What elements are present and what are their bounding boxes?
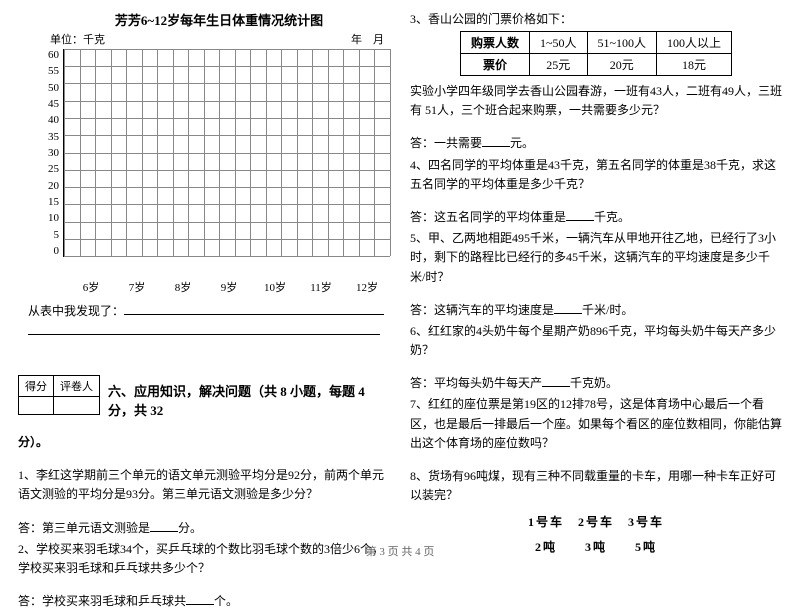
score-table: 得分评卷人	[18, 375, 100, 415]
found-label: 从表中我发现了：	[28, 304, 124, 318]
car-labels: 1号车 2号车 3号车	[410, 513, 782, 530]
answer-5: 答：这辆汽车的平均速度是千米/时。	[410, 301, 782, 320]
question-8: 8、货场有96吨煤，现有三种不同载重量的卡车，用哪一种卡车正好可以装完？	[410, 467, 782, 505]
section-title: 六、应用知识，解决问题（共 8 小题，每题 4 分，共 32	[108, 375, 390, 419]
chart-xaxis: 6岁7岁8岁9岁10岁11岁12岁	[68, 279, 390, 295]
answer-3: 答：一共需要元。	[410, 134, 782, 153]
reviewer-col: 评卷人	[54, 376, 100, 397]
answer-6: 答：平均每头奶牛每天产千克奶。	[410, 374, 782, 393]
answer-4: 答：这五名同学的平均体重是千克。	[410, 208, 782, 227]
score-cell	[19, 397, 54, 415]
question-1: 1、李红这学期前三个单元的语文单元测验平均分是92分，前两个单元语文测验的平均分…	[18, 466, 390, 504]
blank-line	[124, 301, 384, 315]
chart-date-label: 年 月	[351, 31, 384, 47]
question-3-head: 3、香山公园的门票价格如下：	[410, 10, 782, 27]
chart-unit-label: 单位：千克	[50, 31, 105, 47]
question-5: 5、甲、乙两地相距495千米，一辆汽车从甲地开往乙地，已经行了3小时，剩下的路程…	[410, 229, 782, 287]
ticket-table: 购票人数1~50人51~100人100人以上 票价25元20元18元	[460, 31, 732, 76]
answer-1: 答：第三单元语文测验是分。	[18, 519, 390, 538]
blank-line	[28, 321, 380, 335]
chart-title: 芳芳6~12岁每年生日体重情况统计图	[48, 10, 390, 29]
question-3-body: 实验小学四年级同学去香山公园春游，一班有43人，二班有49人，三班有 51人，三…	[410, 82, 782, 120]
section-header: 得分评卷人 六、应用知识，解决问题（共 8 小题，每题 4 分，共 32	[18, 375, 390, 419]
score-col: 得分	[19, 376, 54, 397]
question-6: 6、红红家的4头奶牛每个星期产奶896千克，平均每头奶牛每天产多少奶？	[410, 322, 782, 360]
section-title-tail: 分）。	[18, 433, 390, 452]
question-4: 4、四名同学的平均体重是43千克，第五名同学的体重是38千克，求这五名同学的平均…	[410, 156, 782, 194]
page-footer: 第 3 页 共 4 页	[0, 543, 800, 559]
chart-grid	[63, 49, 390, 257]
found-line: 从表中我发现了：	[28, 301, 390, 319]
chart-block: 芳芳6~12岁每年生日体重情况统计图 单位：千克 年 月 60555045403…	[48, 10, 390, 295]
reviewer-cell	[54, 397, 100, 415]
answer-2: 答：学校买来羽毛球和乒乓球共个。	[18, 592, 390, 611]
chart-yaxis: 605550454035302520151050	[48, 49, 63, 257]
question-7: 7、红红的座位票是第19区的12排78号，这是体育场中心最后一个看区，也是最后一…	[410, 395, 782, 453]
